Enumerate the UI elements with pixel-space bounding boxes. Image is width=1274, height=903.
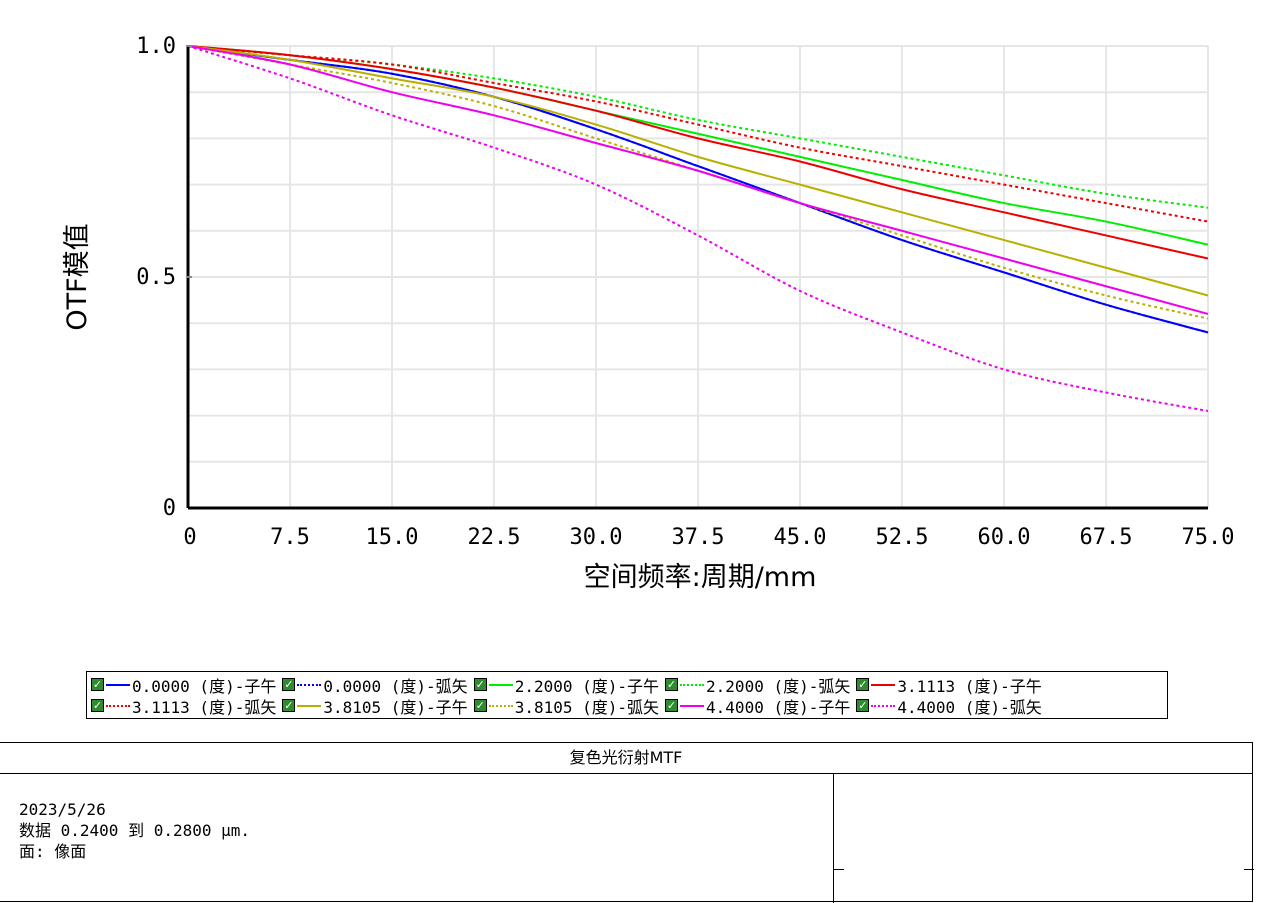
y-tick-label: 1.0 <box>136 34 176 59</box>
x-tick-labels: 0 7.5 15.0 22.5 30.0 37.5 45.0 52.5 60.0 67.5 75.0 <box>183 525 1234 550</box>
legend-label: 4.4000 (度)-弧矢 <box>897 697 1042 717</box>
x-tick-label: 22.5 <box>468 525 521 550</box>
x-tick-label: 15.0 <box>366 525 419 550</box>
legend-label: 2.2000 (度)-弧矢 <box>706 676 851 696</box>
legend-checkbox[interactable]: ✓ <box>665 699 679 712</box>
mtf-chart: 0 7.5 15.0 22.5 30.0 37.5 45.0 52.5 60.0 67.5 75.0… <box>62 34 1234 593</box>
info-divider-tick <box>834 869 844 870</box>
legend-label: 0.0000 (度)-子午 <box>132 676 277 696</box>
series-line <box>187 45 1209 223</box>
legend-checkbox[interactable]: ✓ <box>473 699 487 712</box>
legend-checkbox[interactable]: ✓ <box>91 678 104 691</box>
info-wavelength-range: 数据 0.2400 到 0.2800 µm. <box>19 821 251 840</box>
x-tick-label: 67.5 <box>1080 525 1133 550</box>
legend-checkbox[interactable]: ✓ <box>856 678 870 691</box>
x-axis-label: 空间频率:周期/mm <box>584 562 817 593</box>
legend-item[interactable]: ✓ 2.2000 (度)-弧矢 <box>665 673 850 697</box>
legend-item[interactable]: ✓ 3.1113 (度)-子午 <box>856 673 1042 697</box>
series-line <box>187 45 1209 320</box>
y-axis-label: OTF模值 <box>62 223 93 330</box>
legend-label: 0.0000 (度)-弧矢 <box>323 676 468 696</box>
info-title: 复色光衍射MTF <box>0 743 1252 774</box>
x-tick-label: 7.5 <box>270 525 310 550</box>
info-divider <box>833 773 834 903</box>
y-tick-label: 0 <box>163 496 176 521</box>
series-lines <box>187 45 1209 412</box>
legend-swatch <box>297 704 322 707</box>
legend-label: 3.8105 (度)-子午 <box>323 697 468 717</box>
legend-label: 2.2000 (度)-子午 <box>514 676 660 696</box>
series-line <box>187 45 1209 315</box>
legend-item[interactable]: ✓ 4.4000 (度)-子午 <box>665 694 850 718</box>
x-tick-label: 60.0 <box>978 525 1031 550</box>
legend-checkbox[interactable]: ✓ <box>91 699 104 712</box>
y-tick-label: 0.5 <box>136 265 176 290</box>
info-details: 2023/5/26 数据 0.2400 到 0.2800 µm. 面: 像面 <box>19 799 250 862</box>
grid <box>187 45 1209 509</box>
series-line <box>187 45 1209 412</box>
series-line <box>187 45 1209 297</box>
x-tick-label: 37.5 <box>672 525 725 550</box>
x-tick-label: 30.0 <box>570 525 623 550</box>
legend-swatch <box>680 704 705 707</box>
legend: ✓ 0.0000 (度)-子午 ✓ 0.0000 (度)-弧矢 ✓ 2.2000 (度)-… <box>86 671 1168 719</box>
legend-swatch <box>871 683 896 686</box>
info-panel: 复色光衍射MTF 2023/5/26 数据 0.2400 到 0.2800 µm… <box>0 742 1254 903</box>
series-line <box>187 45 1209 260</box>
info-divider-tick <box>1244 869 1254 870</box>
series-line <box>187 45 1209 209</box>
legend-swatch <box>297 683 322 686</box>
legend-checkbox[interactable]: ✓ <box>665 678 679 691</box>
legend-label: 4.4000 (度)-子午 <box>706 697 851 717</box>
x-tick-label: 75.0 <box>1182 525 1235 550</box>
legend-item[interactable]: ✓ 3.1113 (度)-弧矢 <box>91 694 276 718</box>
legend-swatch <box>106 683 130 686</box>
legend-checkbox[interactable]: ✓ <box>473 678 487 691</box>
info-date: 2023/5/26 <box>19 800 106 819</box>
legend-row: ✓ 0.0000 (度)-子午 ✓ 0.0000 (度)-弧矢 ✓ 2.2000 (度)-… <box>91 673 1163 697</box>
legend-checkbox[interactable]: ✓ <box>282 699 296 712</box>
legend-row: ✓ 3.1113 (度)-弧矢 ✓ 3.8105 (度)-子午 ✓ 3.8105 (度)-… <box>91 694 1163 718</box>
legend-swatch <box>488 704 513 707</box>
legend-item[interactable]: ✓ 2.2000 (度)-子午 <box>473 673 660 697</box>
legend-label: 3.1113 (度)-弧矢 <box>132 697 277 717</box>
legend-checkbox[interactable]: ✓ <box>282 678 296 691</box>
legend-item[interactable]: ✓ 0.0000 (度)-弧矢 <box>282 673 468 697</box>
series-line <box>187 45 1209 334</box>
legend-label: 3.1113 (度)-子午 <box>897 676 1042 696</box>
legend-item[interactable]: ✓ 0.0000 (度)-子午 <box>91 673 276 697</box>
info-surface: 面: 像面 <box>19 842 87 861</box>
legend-swatch <box>488 683 513 686</box>
legend-checkbox[interactable]: ✓ <box>856 699 870 712</box>
x-tick-label: 0 <box>183 525 196 550</box>
legend-swatch <box>680 683 705 686</box>
legend-item[interactable]: ✓ 4.4000 (度)-弧矢 <box>856 694 1042 718</box>
x-tick-label: 52.5 <box>876 525 929 550</box>
axes <box>186 45 1208 510</box>
legend-item[interactable]: ✓ 3.8105 (度)-子午 <box>282 694 468 718</box>
legend-label: 3.8105 (度)-弧矢 <box>514 697 660 717</box>
legend-item[interactable]: ✓ 3.8105 (度)-弧矢 <box>473 694 660 718</box>
legend-swatch <box>871 704 896 707</box>
y-tick-labels: 0 0.5 1.0 <box>136 34 176 521</box>
legend-swatch <box>106 704 130 707</box>
x-tick-label: 45.0 <box>774 525 827 550</box>
